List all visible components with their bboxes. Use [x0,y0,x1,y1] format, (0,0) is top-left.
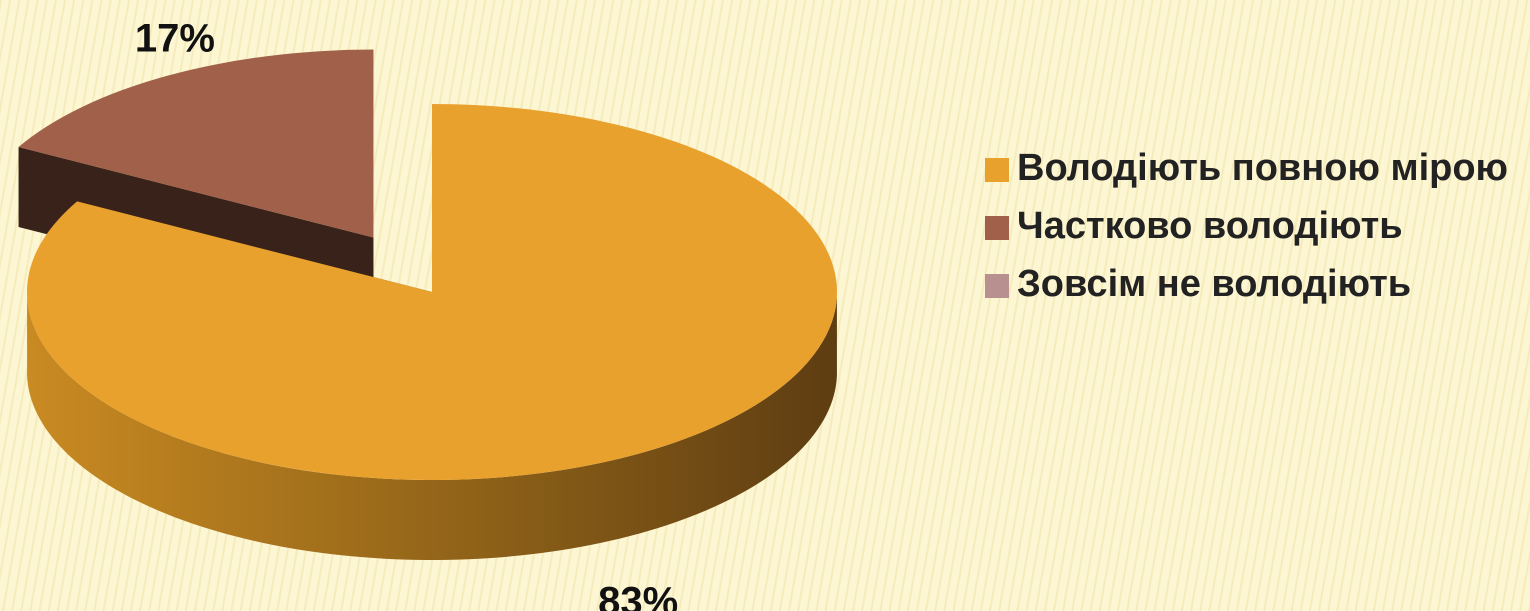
data-label: 17% [135,17,215,61]
data-label: 83% [598,579,678,611]
legend-item: Володіють повною мірою [985,147,1525,189]
pie-slice [18,49,374,238]
legend-swatch [985,274,1009,298]
legend-label: Частково володіють [1017,205,1403,247]
legend-swatch [985,158,1009,182]
legend-swatch [985,216,1009,240]
pie-slice [26,104,838,480]
legend-label: Володіють повною мірою [1017,147,1509,189]
slice-wall [27,295,837,560]
legend-item: Зовсім не володіють [985,263,1525,305]
legend: Володіють повною мірою Частково володіють… [985,147,1525,324]
legend-item: Частково володіють [985,205,1525,247]
legend-label: Зовсім не володіють [1017,263,1412,305]
